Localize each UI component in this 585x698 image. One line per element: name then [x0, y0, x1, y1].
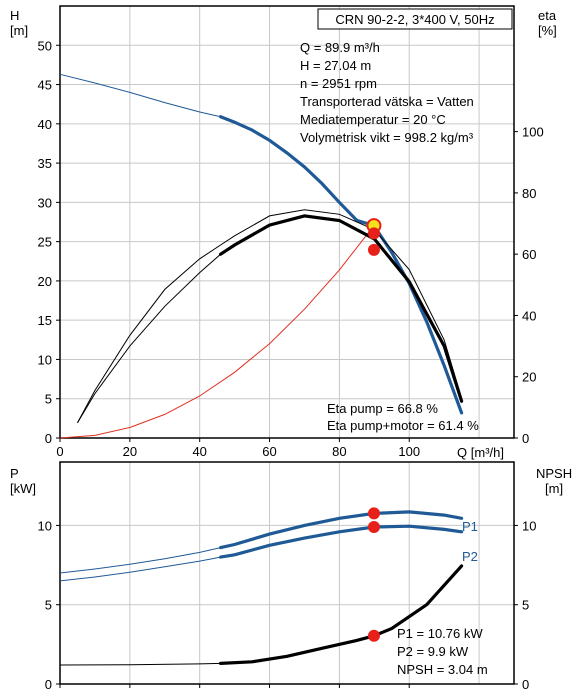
bottom-y-right-label-2: [m]: [545, 481, 563, 496]
p2-value-text: P2 = 9.9 kW: [397, 644, 469, 659]
bottom-chart: 0 5 10 0 5 10 P [kW] NPSH [m] P1 P2 P1 = 10.…: [10, 461, 572, 692]
series-0-p1-line-bold: [219, 510, 464, 550]
bottom-y-left-label-1: P: [10, 466, 19, 481]
efficiency-info: Eta pump = 66.8 % Eta pump+motor = 61.4 …: [327, 401, 479, 433]
bottom-grid: [60, 462, 514, 684]
info-line: Q = 89.9 m³/h: [300, 40, 380, 55]
y-left-tick-label: 50: [38, 38, 52, 53]
bottom-series: [59, 510, 464, 666]
y-left-tick-label: 10: [38, 352, 52, 367]
chart-title: CRN 90-2-2, 3*400 V, 50Hz: [335, 12, 494, 27]
top-points: [366, 218, 382, 256]
x-tick-label: 100: [398, 444, 420, 459]
top-x-ticks: 0 20 40 60 80 100: [56, 438, 420, 459]
series-2-line-bold: [219, 214, 464, 403]
y-left-tick-label: 35: [38, 156, 52, 171]
y-left-tick-label: 25: [38, 235, 52, 250]
top-grid: [60, 6, 514, 438]
info-line: Volymetrisk vikt = 998.2 kg/m³: [300, 130, 474, 145]
y-left-tick-label: 5: [45, 598, 52, 613]
series-0-line-bold: [219, 115, 464, 415]
top-series: [59, 73, 464, 439]
power-info: P1 = 10.76 kW P2 = 9.9 kW NPSH = 3.04 m: [397, 626, 488, 677]
power-point-marker: [367, 507, 380, 520]
bottom-points: [367, 507, 380, 642]
x-tick-label: 40: [192, 444, 206, 459]
info-line: n = 2951 rpm: [300, 76, 377, 91]
top-y-right-label-2: [%]: [538, 23, 557, 38]
y-left-tick-label: 0: [45, 431, 52, 446]
series-1-p2-line-thin: [59, 556, 221, 582]
series-2-line-thin: [59, 662, 221, 666]
info-line: Mediatemperatur = 20 °C: [300, 112, 446, 127]
bottom-y-right-label-1: NPSH: [536, 466, 572, 481]
eta-pump-text: Eta pump = 66.8 %: [327, 401, 438, 416]
title-box: [317, 8, 513, 30]
y-right-tick-label: 20: [522, 370, 536, 385]
y-left-tick-label: 5: [45, 392, 52, 407]
series-3-line: [77, 209, 463, 423]
top-y-right-label-1: eta: [538, 8, 557, 23]
x-tick-label: 20: [123, 444, 137, 459]
y-left-tick-label: 20: [38, 274, 52, 289]
x-tick-label: 80: [332, 444, 346, 459]
y-left-tick-label: 45: [38, 78, 52, 93]
y-right-tick-label: 80: [522, 186, 536, 201]
y-right-tick-label: 0: [522, 677, 529, 692]
x-tick-label: 60: [262, 444, 276, 459]
series-label-p2: P2: [462, 549, 478, 564]
series-0-line-thin: [59, 73, 221, 118]
y-left-tick-label: 15: [38, 313, 52, 328]
top-y-left-label-2: [m]: [10, 23, 28, 38]
y-left-tick-label: 0: [45, 677, 52, 692]
bottom-y-left-label-2: [kW]: [10, 481, 36, 496]
npsh-value-text: NPSH = 3.04 m: [397, 662, 488, 677]
top-y-right-ticks: 0 20 40 60 80 100: [514, 125, 544, 446]
series-1-p2-line-bold: [219, 524, 464, 559]
top-chart: 0 20 40 60 80 100 0 5 10 15 20 25 30 35 40 45 50 0 20 40 6…: [10, 5, 557, 460]
efficiency-point-marker: [367, 227, 380, 240]
x-tick-label: 0: [56, 444, 63, 459]
y-right-tick-label: 100: [522, 125, 544, 140]
power-point-marker: [367, 629, 380, 642]
top-plot-frame: [59, 5, 515, 439]
y-right-tick-label: 40: [522, 308, 536, 323]
y-left-tick-label: 40: [38, 117, 52, 132]
series-0-p1-line-thin: [59, 547, 221, 574]
info-line: Transporterad vätska = Vatten: [300, 94, 474, 109]
bottom-y-left-ticks: 0 5 10: [38, 518, 60, 692]
y-right-tick-label: 10: [522, 518, 536, 533]
series-label-p1: P1: [462, 519, 478, 534]
info-line: H = 27.04 m: [300, 58, 371, 73]
top-x-label: Q [m³/h]: [457, 445, 504, 460]
series-2-line-bold: [219, 564, 464, 665]
top-y-left-label-1: H: [10, 8, 19, 23]
y-left-tick-label: 30: [38, 195, 52, 210]
series-2-line-thin: [77, 253, 221, 423]
eta-pump-motor-text: Eta pump+motor = 61.4 %: [327, 418, 479, 433]
y-right-tick-label: 0: [522, 431, 529, 446]
efficiency-point-marker: [367, 243, 380, 256]
top-y-left-ticks: 0 5 10 15 20 25 30 35 40 45 50: [38, 38, 60, 446]
y-right-tick-label: 60: [522, 247, 536, 262]
power-point-marker: [367, 521, 380, 534]
operating-info: Q = 89.9 m³/h H = 27.04 m n = 2951 rpm T…: [300, 40, 474, 145]
bottom-y-right-ticks: 0 5 10: [59, 518, 536, 692]
y-left-tick-label: 10: [38, 518, 52, 533]
y-right-tick-label: 5: [522, 598, 529, 613]
p1-value-text: P1 = 10.76 kW: [397, 626, 483, 641]
series-1-line: [59, 225, 375, 439]
